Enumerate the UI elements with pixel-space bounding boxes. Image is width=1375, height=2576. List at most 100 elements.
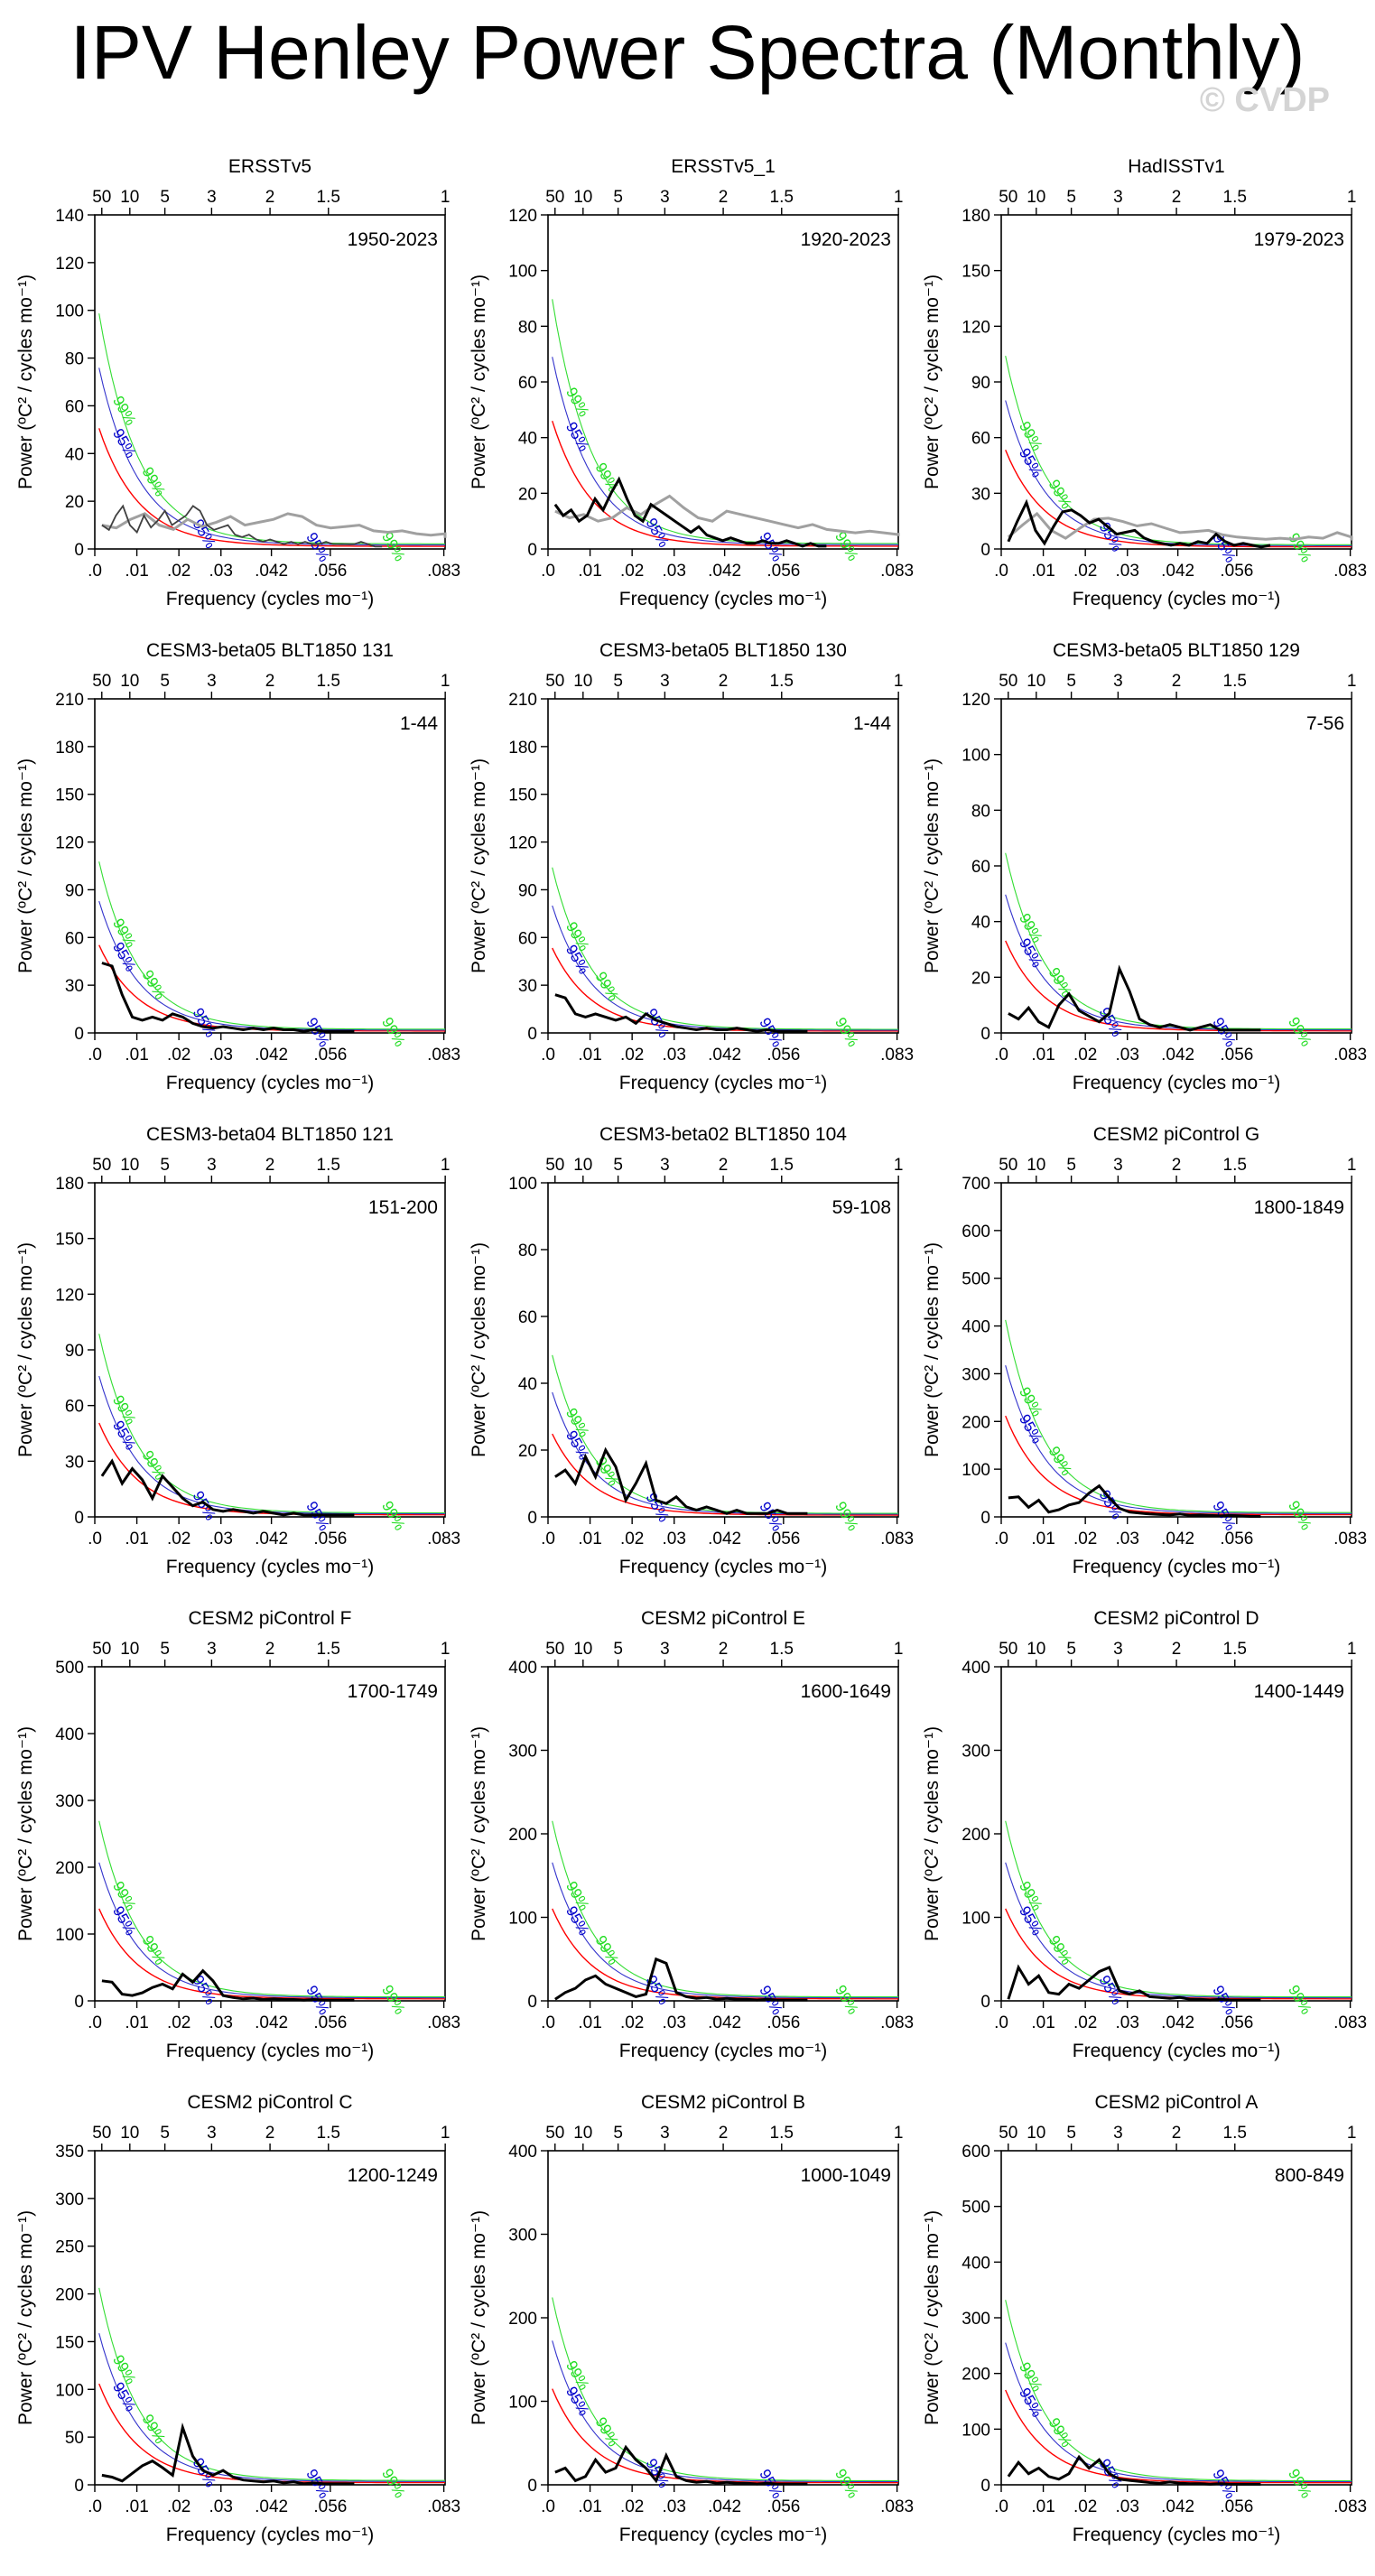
x-tick-label: .042: [708, 562, 741, 581]
y-tick-label: 80: [518, 1242, 537, 1260]
x-tick-label: .03: [209, 1046, 233, 1065]
y-tick-label: 0: [74, 541, 84, 560]
y-tick-label: 40: [518, 1375, 537, 1394]
spectrum-line: [100, 1458, 355, 1517]
ci99-label: 99%: [1285, 530, 1315, 565]
ci95-label: 95%: [109, 425, 139, 460]
spectrum-panel: CESM2 piControl C 1200-1249 .0 .01 .02 .03 .04…: [15, 2092, 460, 2545]
period-tick-label: 5: [1066, 188, 1076, 207]
period-tick-label: 5: [613, 2124, 623, 2143]
y-tick-label: 0: [527, 541, 537, 560]
x-tick-label: .056: [766, 1530, 800, 1548]
period-tick-label: 1.5: [317, 2124, 340, 2143]
period-tick-label: 50: [92, 1640, 111, 1659]
y-axis-label: Power (ºC² / cycles mo⁻¹): [922, 1726, 943, 1941]
period-tick-label: 1: [1347, 1156, 1357, 1175]
spectrum-panel: ERSSTv5_1 1920-2023 .0 .01 .02 .03 .042 .056 .08…: [469, 156, 914, 609]
period-tick-label: 1: [894, 2124, 904, 2143]
y-tick-label: 150: [962, 263, 990, 282]
ci95-label: 95%: [756, 529, 785, 564]
page-title: IPV Henley Power Spectra (Monthly): [70, 10, 1305, 95]
x-tick-label: .042: [1161, 562, 1194, 581]
x-tick-label: .056: [766, 562, 800, 581]
period-tick-label: 3: [660, 1156, 670, 1175]
period-tick-label: 3: [207, 188, 217, 207]
ci99-label: 99%: [592, 460, 622, 495]
period-tick-label: 1: [894, 672, 904, 691]
y-axis-label: Power (ºC² / cycles mo⁻¹): [15, 1726, 36, 1941]
period-tick-label: 1: [894, 1156, 904, 1175]
y-tick-label: 20: [65, 493, 84, 512]
spectrum-line: [101, 504, 383, 548]
y-tick-label: 60: [65, 1398, 84, 1417]
y-tick-label: 100: [55, 1926, 84, 1945]
period-tick-label: 50: [999, 2124, 1017, 2143]
y-tick-label: 210: [508, 691, 537, 710]
y-tick-label: 150: [55, 1231, 84, 1250]
period-tick-label: 10: [1027, 188, 1045, 207]
y-tick-label: 200: [962, 2366, 990, 2385]
period-tick-label: 50: [999, 1156, 1017, 1175]
x-axis-label: Frequency (cycles mo⁻¹): [619, 589, 827, 609]
period-tick-label: 1: [441, 188, 451, 207]
x-tick-label: .083: [880, 2013, 914, 2032]
period-tick-label: 50: [545, 1156, 564, 1175]
period-label: 7-56: [1306, 713, 1344, 734]
y-tick-label: 0: [527, 2477, 537, 2496]
ci99-line: [98, 2287, 445, 2481]
x-tick-label: .056: [766, 1046, 800, 1065]
x-tick-label: .01: [1031, 2013, 1054, 2032]
spectrum-panel: CESM2 piControl E 1600-1649 .0 .01 .02 .03 .04…: [469, 1608, 914, 2061]
y-tick-label: 400: [508, 1659, 537, 1678]
y-axis-label: Power (ºC² / cycles mo⁻¹): [15, 1242, 36, 1457]
x-tick-label: .083: [427, 1530, 460, 1548]
ci99-label: 99%: [378, 1498, 408, 1533]
ci99-line: [1005, 2300, 1352, 2482]
x-axis-label: Frequency (cycles mo⁻¹): [1073, 2041, 1280, 2061]
x-tick-label: .03: [209, 562, 233, 581]
period-tick-label: 3: [207, 672, 217, 691]
y-axis-label: Power (ºC² / cycles mo⁻¹): [922, 1242, 943, 1457]
y-tick-label: 200: [55, 1859, 84, 1878]
x-tick-label: .056: [1220, 2013, 1253, 2032]
x-tick-label: .03: [1116, 562, 1139, 581]
ci99-line: [98, 861, 445, 1030]
ci99-label: 99%: [832, 1015, 861, 1050]
y-tick-label: 400: [55, 1725, 84, 1744]
cvdp-watermark: © CVDP: [1199, 81, 1330, 119]
period-tick-label: 2: [265, 1156, 275, 1175]
y-tick-label: 150: [508, 786, 537, 805]
x-tick-label: .03: [663, 1046, 686, 1065]
y-tick-label: 100: [508, 1910, 537, 1929]
period-tick-label: 5: [1066, 1640, 1076, 1659]
x-tick-label: .042: [708, 1530, 741, 1548]
ci99-label: 99%: [139, 2412, 169, 2447]
x-tick-label: .042: [708, 1046, 741, 1065]
y-axis-label: Power (ºC² / cycles mo⁻¹): [469, 1726, 489, 1941]
x-tick-label: .03: [1116, 2013, 1139, 2032]
spectrum-line: [101, 962, 355, 1033]
period-tick-label: 1: [441, 2124, 451, 2143]
x-tick-label: .083: [427, 1046, 460, 1065]
panel-title: CESM3-beta02 BLT1850 104: [599, 1124, 847, 1145]
period-tick-label: 50: [92, 672, 111, 691]
y-tick-label: 100: [55, 2381, 84, 2400]
period-label: 1700-1749: [348, 1681, 438, 1702]
y-tick-label: 400: [962, 1659, 990, 1678]
period-tick-label: 1.5: [1223, 672, 1247, 691]
period-label: 59-108: [832, 1197, 891, 1218]
period-tick-label: 1.5: [317, 672, 340, 691]
period-tick-label: 3: [1113, 1640, 1123, 1659]
x-tick-label: .0: [88, 562, 102, 581]
period-tick-label: 10: [573, 1156, 592, 1175]
period-tick-label: 3: [660, 1640, 670, 1659]
x-tick-label: .083: [427, 562, 460, 581]
x-tick-label: .0: [994, 562, 1008, 581]
panel-title: ERSSTv5: [228, 156, 311, 177]
ci95-line: [552, 905, 898, 1031]
y-tick-label: 0: [980, 1509, 990, 1528]
x-tick-label: .056: [313, 1046, 347, 1065]
x-tick-label: .02: [620, 1530, 644, 1548]
x-axis-label: Frequency (cycles mo⁻¹): [619, 2041, 827, 2061]
